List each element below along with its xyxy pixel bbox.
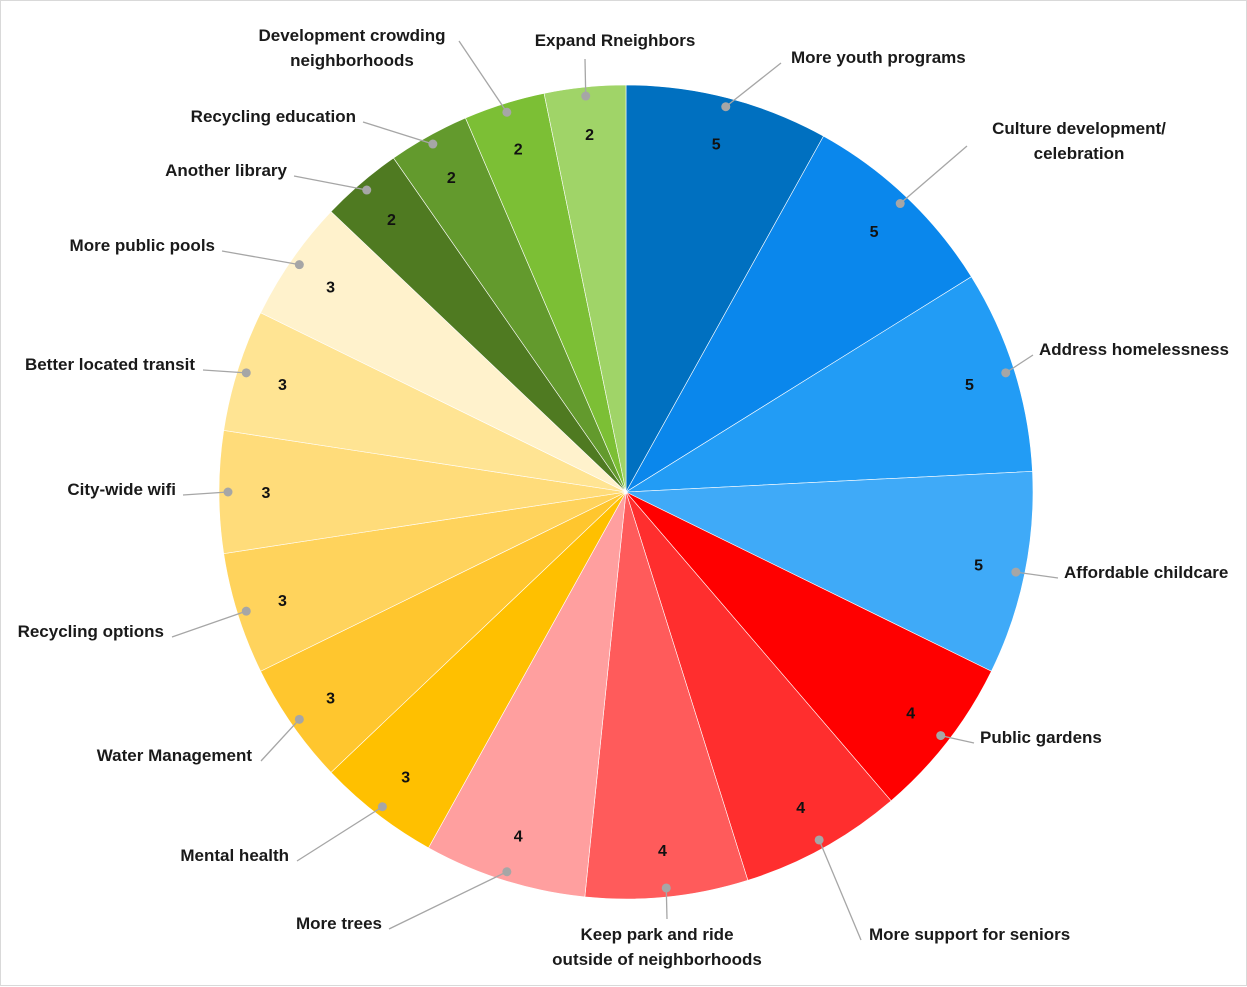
value-label-development-crowding-neighborhoods: 2 [514,142,523,159]
leader-line-expand-rneighbors [584,58,587,97]
leader-dot-mental-health [377,802,387,812]
value-label-more-support-for-seniors: 4 [796,800,805,817]
value-label-address-homelessness: 5 [965,377,974,394]
pie-slices [218,84,1034,900]
category-label-address-homelessness: Address homelessness [1039,340,1229,359]
leader-dot-development-crowding-neighborhoods [502,107,512,117]
leader-line-mental-health [296,806,383,862]
value-label-keep-park-and-ride-outside-of-neighborhoods: 4 [658,843,667,860]
leader-line-keep-park-and-ride-outside-of-neighborhoods [665,887,668,920]
category-label-city-wide-wifi: City-wide wifi [67,480,176,499]
value-labels: 5 5 5 5 4 4 4 4 3 3 3 3 3 3 2 2 2 2 [262,127,984,860]
value-label-water-management: 3 [326,691,335,708]
value-label-more-youth-programs: 5 [712,136,721,153]
pie-slice-keep-park-and-ride-outside-of-neighborhoods [584,491,749,900]
leader-dot-more-trees [502,867,512,877]
leader-dot-recycling-options [241,606,251,616]
category-label-public-gardens: Public gardens [980,728,1102,747]
leader-line-development-crowding-neighborhoods [458,40,508,113]
pie-slice-address-homelessness [624,276,1033,493]
value-label-affordable-childcare: 5 [974,557,983,574]
leader-line-another-library [293,175,367,191]
leader-dot-better-located-transit [241,368,251,378]
leader-dot-water-management [294,714,304,724]
leader-line-recycling-options [171,610,247,638]
category-label-better-located-transit: Better located transit [25,355,195,374]
category-label-recycling-education: Recycling education [191,107,356,126]
value-label-more-public-pools: 3 [326,279,335,296]
leader-line-culture-development-celebration [899,145,968,205]
leader-dot-another-library [362,185,372,195]
value-label-public-gardens: 4 [906,705,915,722]
value-label-city-wide-wifi: 3 [262,485,271,502]
category-label-another-library: Another library [165,161,287,180]
leader-dot-culture-development-celebration [895,199,905,209]
category-label-expand-rneighbors: Expand Rneighbors [535,31,696,50]
value-label-mental-health: 3 [401,770,410,787]
leader-dot-recycling-education [428,139,438,149]
value-label-culture-development-celebration: 5 [870,224,879,241]
category-label-development-crowding-neighborhoods: Development crowding neighborhoods [258,26,445,70]
leader-line-water-management [260,718,300,762]
leader-line-city-wide-wifi [182,491,229,496]
leader-dot-address-homelessness [1001,368,1011,378]
leader-line-recycling-education [362,121,434,145]
leader-dot-public-gardens [936,731,946,741]
leader-dot-keep-park-and-ride-outside-of-neighborhoods [661,883,671,893]
category-labels: More youth programs Culture development/c… [18,26,1229,969]
value-label-another-library: 2 [387,212,396,229]
pie-slice-more-youth-programs [625,84,824,494]
category-label-more-support-for-seniors: More support for seniors [869,925,1070,944]
leader-lines [171,40,1059,941]
value-label-more-trees: 4 [514,828,523,845]
value-label-better-located-transit: 3 [278,377,287,394]
leader-line-more-trees [388,871,508,930]
value-label-recycling-education: 2 [447,170,456,187]
leader-dot-more-support-for-seniors [814,835,824,845]
pie-slice-culture-development-celebration [625,135,972,493]
category-label-affordable-childcare: Affordable childcare [1064,563,1228,582]
pie-slice-more-support-for-seniors [625,491,892,881]
leader-dot-city-wide-wifi [223,487,233,497]
category-label-culture-development-celebration: Culture development/celebration [992,119,1166,163]
leader-dot-more-public-pools [294,260,304,270]
leader-line-affordable-childcare [1015,571,1059,579]
leader-dot-expand-rneighbors [581,91,591,101]
category-label-recycling-options: Recycling options [18,622,164,641]
value-label-expand-rneighbors: 2 [585,127,594,144]
pie-slice-more-trees [428,491,627,898]
pie-slice-expand-rneighbors [543,84,627,493]
pie-slice-public-gardens [625,491,992,802]
category-label-more-trees: More trees [296,914,382,933]
value-label-recycling-options: 3 [278,593,287,610]
category-label-more-public-pools: More public pools [70,236,215,255]
leader-line-better-located-transit [202,369,247,374]
leader-line-more-support-for-seniors [818,839,862,941]
category-label-mental-health: Mental health [180,846,289,865]
leader-line-more-public-pools [221,250,300,266]
category-label-water-management: Water Management [97,746,253,765]
leader-dot-more-youth-programs [721,102,731,112]
category-label-more-youth-programs: More youth programs [791,48,966,67]
leader-line-more-youth-programs [725,62,782,108]
leader-line-public-gardens [940,734,975,744]
category-label-keep-park-and-ride-outside-of-neighborhoods: Keep park and ride outside of neighborhoo… [552,925,762,969]
leader-dot-affordable-childcare [1011,567,1021,577]
leader-line-address-homelessness [1005,354,1034,374]
